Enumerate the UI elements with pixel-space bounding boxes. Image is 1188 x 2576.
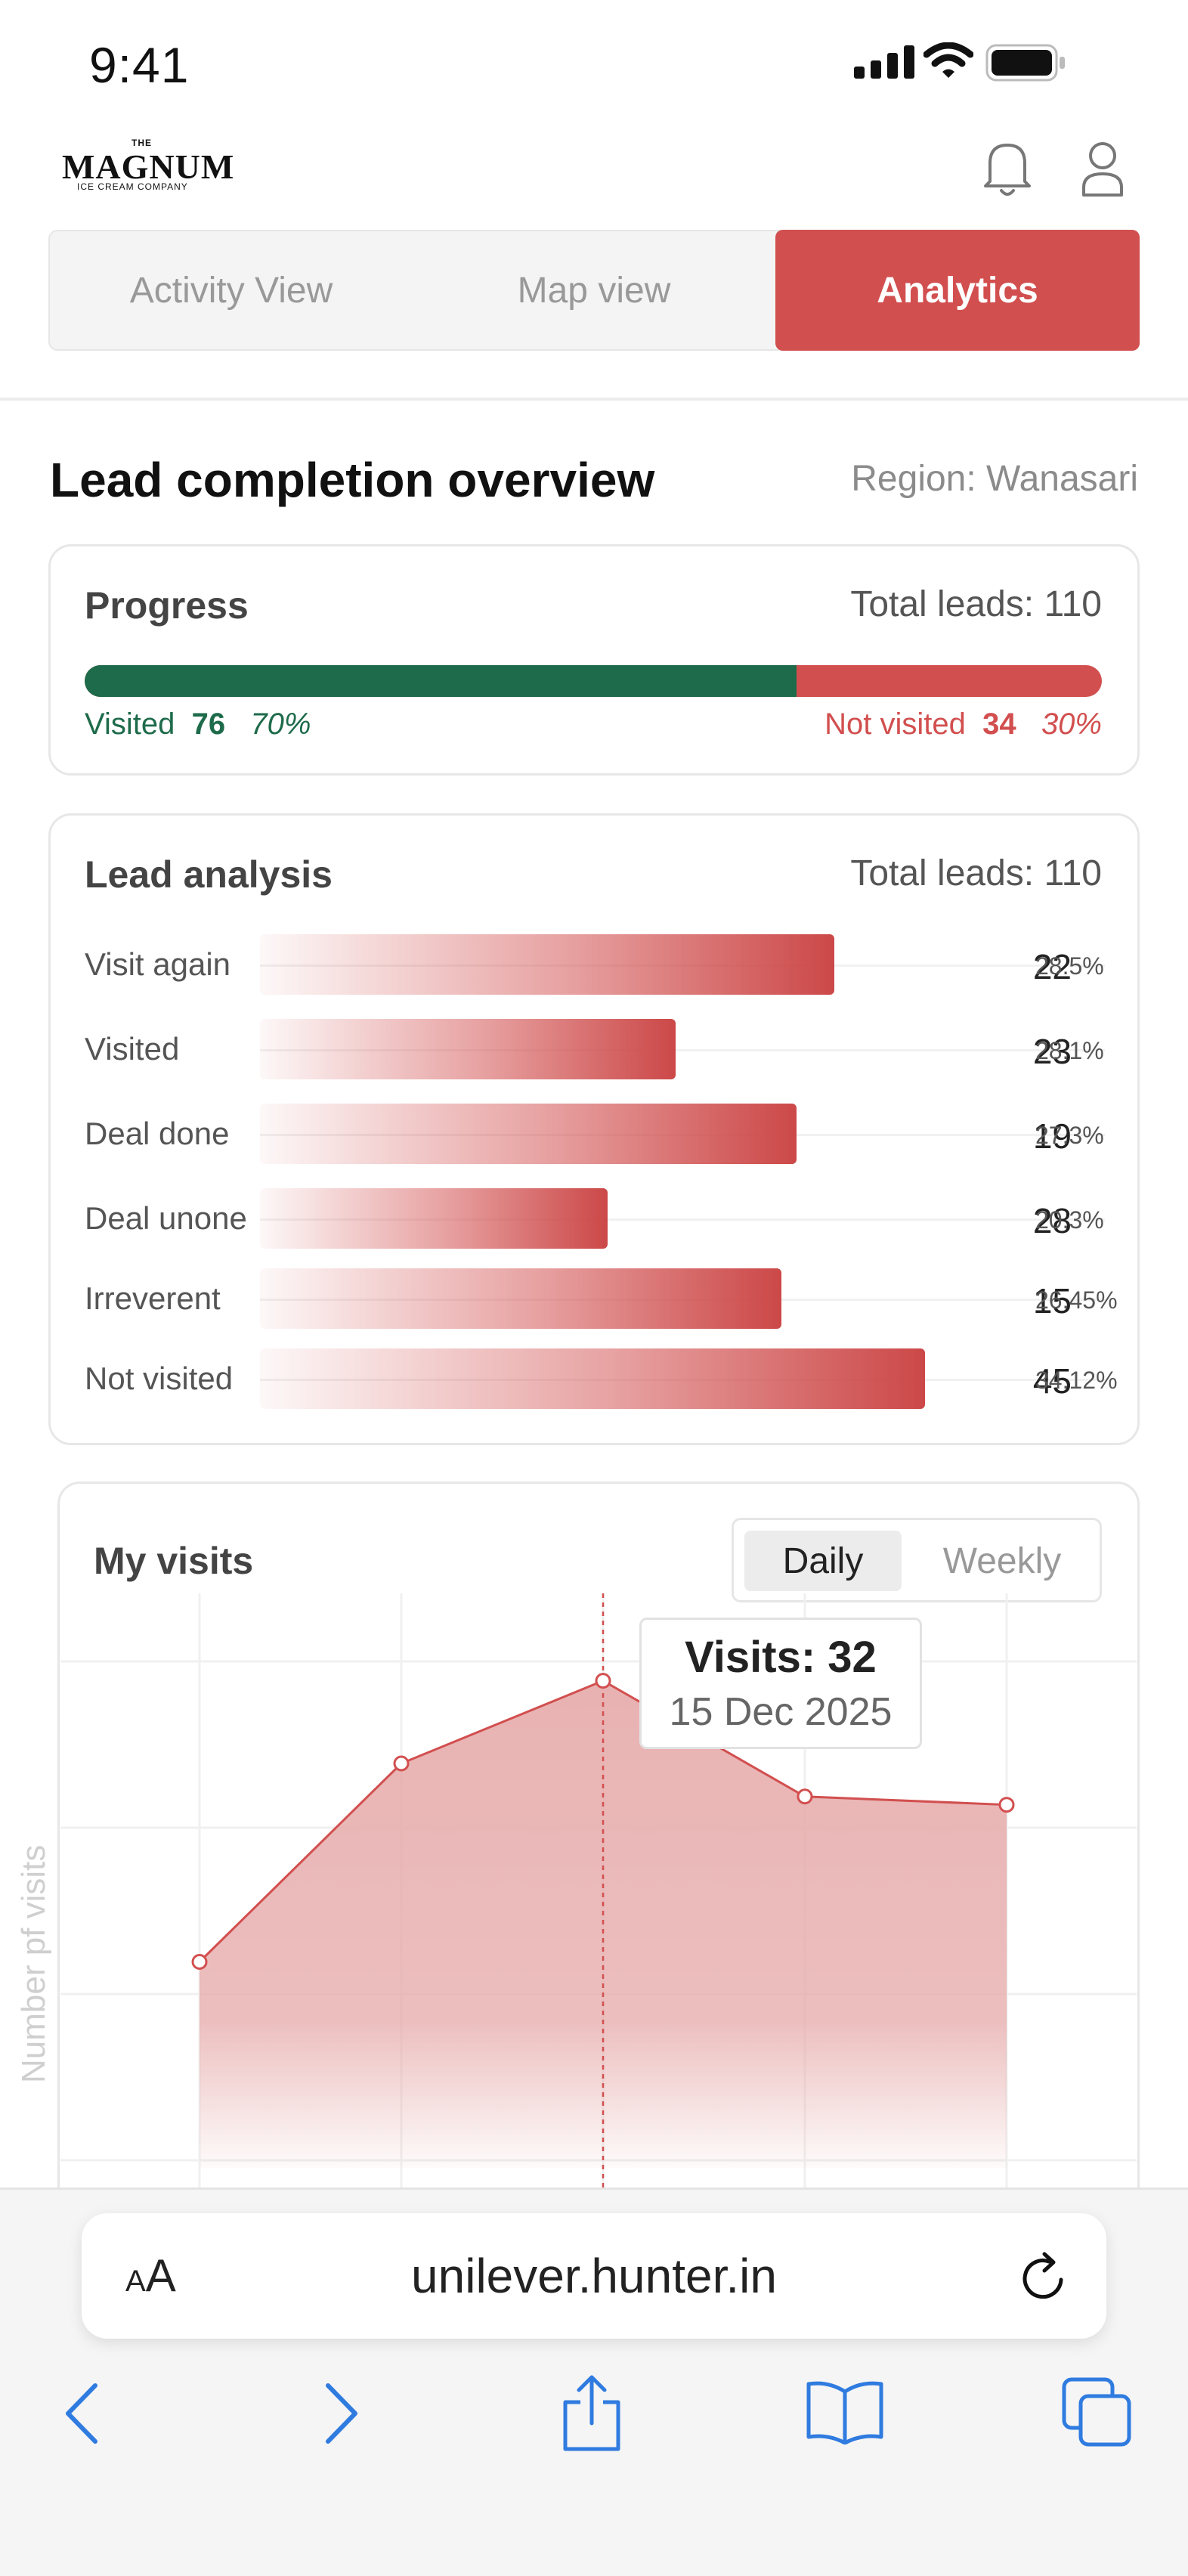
forward-icon[interactable] bbox=[317, 2381, 363, 2446]
progress-total: Total leads: 110 bbox=[850, 584, 1102, 624]
lead-row-count: 19 bbox=[1032, 1116, 1072, 1156]
chart-tooltip: Visits: 32 15 Dec 2025 bbox=[639, 1618, 922, 1749]
y-axis-label: Number pf visits bbox=[15, 1844, 52, 2083]
chart-point[interactable] bbox=[595, 1673, 611, 1689]
lead-row-percent: 34.12% bbox=[1035, 1367, 1118, 1394]
status-time: 9:41 bbox=[89, 37, 190, 93]
region-label: Region: Wanasari bbox=[851, 459, 1138, 499]
tab-analytics[interactable]: Analytics bbox=[775, 230, 1140, 351]
my-visits-title: My visits bbox=[94, 1540, 254, 1582]
lead-row-count: 45 bbox=[1032, 1361, 1072, 1401]
back-icon[interactable] bbox=[60, 2381, 106, 2446]
lead-analysis-title: Lead analysis bbox=[85, 853, 333, 896]
lead-row-track bbox=[260, 1218, 1105, 1221]
lead-row-label: Visit again bbox=[85, 946, 231, 982]
bookmarks-icon[interactable] bbox=[806, 2379, 884, 2444]
address-bar[interactable]: AA unilever.hunter.in bbox=[82, 2213, 1106, 2339]
tabs-icon[interactable] bbox=[1061, 2376, 1134, 2449]
lead-row-label: Irreverent bbox=[85, 1280, 221, 1316]
lead-row-track bbox=[260, 1049, 1105, 1051]
lead-row-bar bbox=[260, 1268, 781, 1329]
signal-icon bbox=[854, 45, 914, 79]
header-divider bbox=[0, 398, 1188, 401]
lead-row-percent: 20.3% bbox=[1035, 1206, 1104, 1234]
lead-row-label: Not visited bbox=[85, 1361, 234, 1396]
lead-row-count: 23 bbox=[1032, 1032, 1072, 1071]
lead-row-label: Deal unone bbox=[85, 1200, 247, 1236]
progress-bar bbox=[85, 665, 1102, 697]
lead-row-count: 15 bbox=[1032, 1281, 1072, 1321]
lead-row-bar bbox=[260, 1348, 925, 1409]
lead-row-bar bbox=[260, 1188, 608, 1249]
visited-legend: Visited 76 70% bbox=[85, 707, 311, 741]
lead-row-label: Visited bbox=[85, 1031, 180, 1067]
battery-icon bbox=[985, 44, 1065, 82]
visits-chart bbox=[60, 1593, 1137, 2198]
url-text[interactable]: unilever.hunter.in bbox=[411, 2249, 777, 2303]
daily-button[interactable]: Daily bbox=[744, 1531, 902, 1591]
progress-title: Progress bbox=[85, 584, 249, 627]
lead-row-bar bbox=[260, 1019, 676, 1079]
lead-row-count: 22 bbox=[1032, 947, 1072, 986]
lead-row-percent: 27.3% bbox=[1035, 1122, 1104, 1149]
lead-row-count: 28 bbox=[1032, 1201, 1072, 1240]
chart-point[interactable] bbox=[998, 1797, 1015, 1813]
tab-map-view[interactable]: Map view bbox=[517, 270, 671, 311]
wifi-icon bbox=[923, 42, 973, 78]
period-toggle: Daily Weekly bbox=[732, 1518, 1102, 1602]
user-icon[interactable] bbox=[1079, 139, 1126, 198]
lead-analysis-total: Total leads: 110 bbox=[850, 853, 1102, 893]
visits-points bbox=[191, 1673, 1015, 1970]
tooltip-visits: Visits: 32 bbox=[685, 1633, 877, 1682]
view-tabs: Activity View Map view Analytics bbox=[48, 230, 1140, 351]
chart-point[interactable] bbox=[797, 1788, 813, 1805]
progress-card bbox=[48, 544, 1140, 776]
lead-row-bar bbox=[260, 934, 834, 995]
chart-point[interactable] bbox=[191, 1954, 208, 1970]
progress-bar-visited bbox=[85, 665, 797, 697]
lead-row-label: Deal done bbox=[85, 1116, 230, 1151]
tooltip-date: 15 Dec 2025 bbox=[669, 1690, 893, 1734]
lead-row-percent: 28.5% bbox=[1035, 952, 1104, 980]
company-logo: THE MAGNUM ICE CREAM COMPANY bbox=[62, 138, 235, 192]
lead-row-percent: 26.45% bbox=[1035, 1286, 1118, 1314]
reload-icon[interactable] bbox=[1016, 2249, 1073, 2307]
tab-activity-view[interactable]: Activity View bbox=[129, 270, 333, 311]
lead-row-bar bbox=[260, 1104, 797, 1164]
not-visited-legend: Not visited 34 30% bbox=[824, 707, 1102, 741]
lead-row-percent: 28.1% bbox=[1035, 1037, 1104, 1064]
share-icon[interactable] bbox=[559, 2373, 624, 2452]
section-title: Lead completion overview bbox=[50, 453, 655, 507]
weekly-button[interactable]: Weekly bbox=[942, 1540, 1062, 1581]
chart-point[interactable] bbox=[393, 1755, 410, 1772]
text-size-button[interactable]: AA bbox=[125, 2250, 176, 2301]
bell-icon[interactable] bbox=[981, 139, 1034, 198]
